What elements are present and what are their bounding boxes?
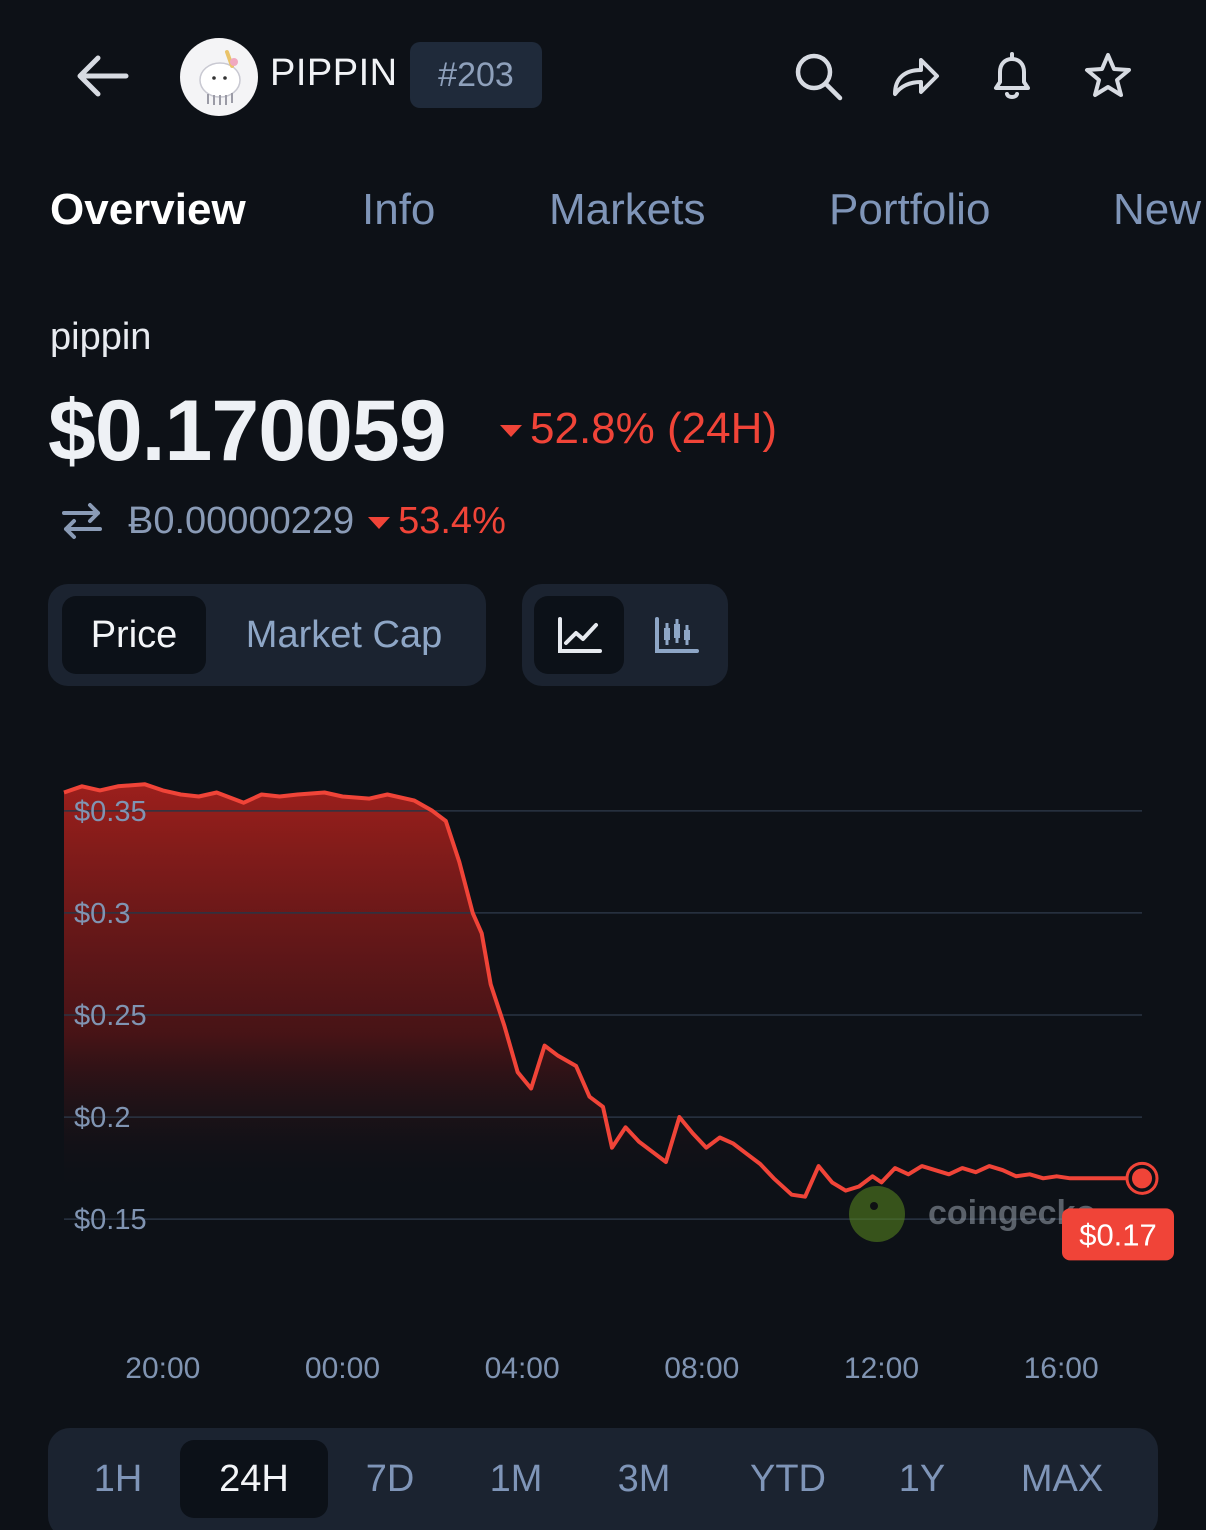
search-icon	[795, 53, 843, 101]
range-1y[interactable]: 1Y	[898, 1457, 946, 1500]
btc-price: Ƀ0.00000229	[128, 499, 355, 542]
line-chart-icon	[558, 617, 602, 653]
chart-metric-toggle: Price Market Cap	[48, 584, 486, 686]
range-1h[interactable]: 1H	[93, 1457, 143, 1500]
range-max[interactable]: MAX	[1020, 1457, 1104, 1500]
btc-change: 53.4%	[368, 500, 506, 543]
share-icon	[893, 58, 939, 96]
current-price: $0.170059	[48, 383, 447, 479]
coin-logo	[180, 38, 258, 116]
range-24h[interactable]: 24H	[180, 1440, 328, 1518]
rank-badge: #203	[410, 42, 542, 108]
top-bar: PIPPIN #203	[0, 0, 1206, 150]
tab-info[interactable]: Info	[362, 185, 436, 234]
coin-name: pippin	[50, 316, 152, 358]
y-tick-label: $0.2	[74, 1102, 130, 1134]
tab-markets[interactable]: Markets	[549, 185, 706, 234]
tab-bar: Overview Info Markets Portfolio New	[0, 185, 1206, 245]
coin-symbol: PIPPIN	[270, 52, 398, 94]
time-range-selector: 1H 24H 7D 1M 3M YTD 1Y MAX	[48, 1428, 1158, 1530]
swap-icon[interactable]	[58, 497, 106, 545]
x-tick-label: 04:00	[484, 1352, 560, 1385]
chart-type-toggle	[522, 584, 728, 686]
candlestick-button[interactable]	[634, 596, 718, 674]
star-icon	[1085, 53, 1131, 97]
price-change-24h-value: 52.8% (24H)	[530, 404, 778, 453]
range-3m[interactable]: 3M	[617, 1457, 671, 1500]
x-tick-label: 16:00	[1023, 1352, 1099, 1385]
line-chart-button[interactable]	[534, 596, 624, 674]
back-button[interactable]	[70, 48, 134, 104]
candlestick-icon	[655, 617, 699, 653]
range-7d[interactable]: 7D	[365, 1457, 415, 1500]
btc-change-value: 53.4%	[398, 499, 506, 542]
price-line	[63, 782, 1142, 1199]
current-price-dot	[1132, 1168, 1152, 1189]
range-ytd[interactable]: YTD	[750, 1457, 826, 1500]
down-triangle-icon	[368, 517, 391, 529]
tab-news[interactable]: New	[1113, 185, 1202, 234]
tab-portfolio[interactable]: Portfolio	[829, 185, 991, 234]
svg-text:$0.17: $0.17	[1079, 1217, 1157, 1252]
search-button[interactable]	[788, 46, 848, 106]
watchlist-button[interactable]	[1078, 46, 1138, 106]
y-tick-label: $0.35	[74, 796, 147, 828]
tab-overview[interactable]: Overview	[50, 185, 246, 234]
y-tick-label: $0.25	[74, 1000, 147, 1032]
range-1m[interactable]: 1M	[489, 1457, 543, 1500]
y-tick-label: $0.3	[74, 898, 130, 930]
price-toggle[interactable]: Price	[62, 596, 206, 674]
market-cap-toggle[interactable]: Market Cap	[245, 613, 443, 656]
down-triangle-icon	[500, 425, 522, 437]
y-tick-label: $0.15	[74, 1204, 147, 1236]
back-arrow-icon	[77, 55, 129, 97]
price-change-24h: 52.8% (24H)	[500, 404, 777, 454]
x-tick-label: 00:00	[304, 1352, 381, 1385]
x-tick-label: 20:00	[125, 1352, 201, 1385]
alert-button[interactable]	[982, 46, 1042, 106]
btc-price-row: Ƀ0.00000229 53.4%	[58, 496, 506, 546]
bell-icon	[994, 52, 1030, 99]
share-button[interactable]	[885, 46, 945, 106]
price-area-fill	[64, 784, 1142, 1240]
current-price-label: $0.17	[1062, 1208, 1174, 1261]
price-chart[interactable]: $0.35$0.3$0.25$0.2$0.15 coingecko$0.17	[0, 740, 1206, 1300]
x-tick-label: 08:00	[664, 1352, 740, 1385]
x-tick-label: 12:00	[843, 1352, 920, 1385]
